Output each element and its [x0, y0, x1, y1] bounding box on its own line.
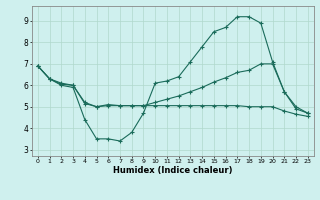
X-axis label: Humidex (Indice chaleur): Humidex (Indice chaleur) — [113, 166, 233, 175]
